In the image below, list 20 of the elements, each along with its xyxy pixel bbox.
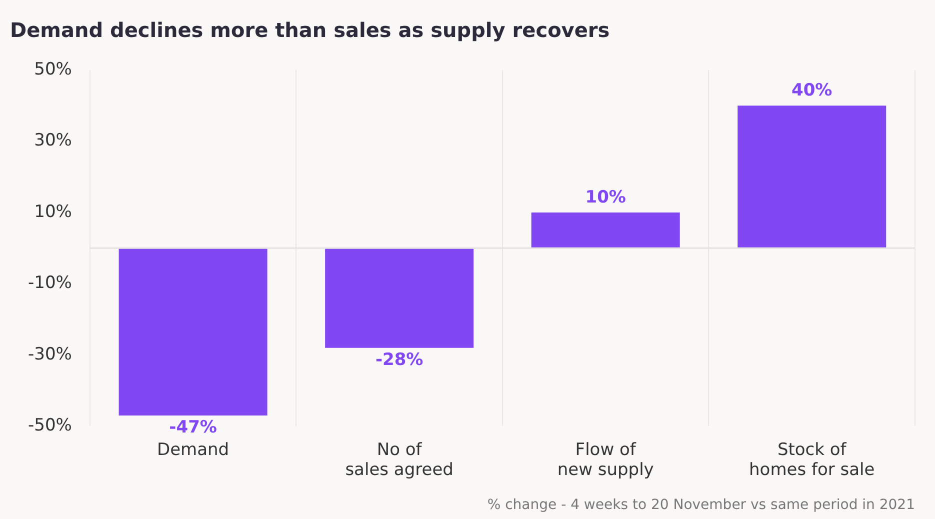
y-tick-label: 30%	[34, 130, 72, 151]
chart-title: Demand declines more than sales as supply recovers	[10, 18, 610, 42]
bar	[118, 248, 268, 416]
x-tick-label: Stock of homes for sale	[749, 440, 875, 480]
y-tick-label: -30%	[28, 344, 72, 364]
data-label: -47%	[169, 417, 217, 438]
y-tick-label: 10%	[34, 202, 72, 222]
x-tick-label: Flow of new supply	[557, 440, 654, 480]
x-tick-label: No of sales agreed	[345, 440, 454, 480]
y-tick-label: -50%	[28, 416, 72, 436]
x-tick-label: Demand	[157, 440, 230, 460]
data-label: 40%	[792, 80, 832, 101]
bar	[325, 248, 474, 348]
y-tick-label: 50%	[34, 59, 72, 80]
bar	[738, 106, 886, 248]
data-label: -28%	[375, 350, 424, 370]
data-label: 10%	[585, 187, 626, 208]
text: % change - 4 weeks to 20 November vs same period in 2021	[487, 497, 915, 513]
y-tick-label: -10%	[28, 273, 72, 294]
bar	[531, 212, 680, 248]
